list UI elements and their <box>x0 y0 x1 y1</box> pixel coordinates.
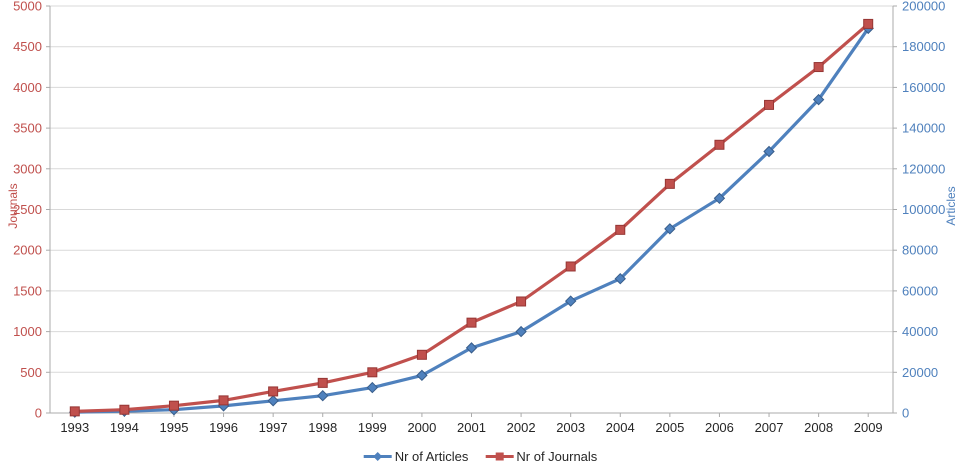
x-tick-label: 1993 <box>60 420 89 435</box>
x-tick-label: 1995 <box>160 420 189 435</box>
marker-journals <box>664 178 675 189</box>
x-tick-label: 1997 <box>259 420 288 435</box>
x-tick-label: 2001 <box>457 420 486 435</box>
right-tick-label: 40000 <box>902 324 938 339</box>
marker-journals <box>268 386 279 397</box>
marker-journals <box>317 377 328 388</box>
x-tick-label: 2008 <box>804 420 833 435</box>
marker-journals <box>218 395 229 406</box>
marker-journals <box>565 261 576 272</box>
left-tick-label: 0 <box>35 406 42 421</box>
marker-articles <box>267 395 279 407</box>
right-tick-label: 60000 <box>902 283 938 298</box>
left-tick-label: 500 <box>20 365 42 380</box>
right-tick-label: 80000 <box>902 243 938 258</box>
marker-journals <box>615 224 626 235</box>
marker-journals <box>714 139 725 150</box>
right-tick-label: 180000 <box>902 39 945 54</box>
left-tick-label: 3500 <box>13 121 42 136</box>
left-tick-label: 4000 <box>13 80 42 95</box>
marker-journals <box>168 400 179 411</box>
right-tick-label: 100000 <box>902 202 945 217</box>
x-tick-label: 1994 <box>110 420 139 435</box>
marker-journals <box>466 317 477 328</box>
series-line-articles <box>73 26 870 414</box>
marker-journals <box>516 296 527 307</box>
right-tick-label: 0 <box>902 406 909 421</box>
left-tick-label: 2500 <box>13 202 42 217</box>
right-tick-label: 160000 <box>902 80 945 95</box>
marker-articles <box>614 272 626 285</box>
right-tick-label: 120000 <box>902 161 945 176</box>
marker-articles <box>317 389 329 402</box>
marker-articles <box>713 192 726 205</box>
legend-label-articles: Nr of Articles <box>394 449 469 464</box>
left-tick-label: 3000 <box>13 161 42 176</box>
marker-journals <box>119 404 130 415</box>
journals-line-square-icon <box>484 451 514 462</box>
x-tick-label: 2002 <box>507 420 536 435</box>
marker-articles <box>564 295 577 307</box>
marker-journals <box>813 62 824 73</box>
x-tick-label: 2000 <box>407 420 436 435</box>
legend: Nr of Articles Nr of Journals <box>363 449 597 464</box>
articles-line-diamond-icon <box>363 451 393 462</box>
x-tick-label: 1998 <box>308 420 337 435</box>
marker-journals <box>764 99 775 110</box>
right-tick-label: 20000 <box>902 365 938 380</box>
marker-journals <box>367 367 378 378</box>
left-tick-label: 4500 <box>13 39 42 54</box>
left-tick-label: 1500 <box>13 283 42 298</box>
legend-label-journals: Nr of Journals <box>516 449 598 464</box>
marker-journals <box>69 406 80 417</box>
marker-articles <box>465 342 478 354</box>
marker-articles <box>366 381 379 394</box>
legend-item-articles: Nr of Articles <box>363 449 469 464</box>
right-tick-label: 200000 <box>902 0 945 14</box>
x-tick-label: 2004 <box>606 420 635 435</box>
x-tick-label: 2007 <box>755 420 784 435</box>
left-tick-label: 5000 <box>13 0 42 14</box>
marker-articles <box>763 145 775 158</box>
legend-item-journals: Nr of Journals <box>484 449 597 464</box>
x-tick-label: 2003 <box>556 420 585 435</box>
left-tick-label: 2000 <box>13 243 42 258</box>
marker-articles <box>416 369 428 382</box>
x-tick-label: 2006 <box>705 420 734 435</box>
left-tick-label: 1000 <box>13 324 42 339</box>
right-tick-label: 140000 <box>902 121 945 136</box>
marker-journals <box>863 18 874 29</box>
marker-journals <box>416 349 427 360</box>
marker-articles <box>812 93 825 106</box>
x-tick-label: 2005 <box>655 420 684 435</box>
marker-articles <box>664 223 676 235</box>
marker-articles <box>515 325 527 338</box>
x-tick-label: 1996 <box>209 420 238 435</box>
x-tick-label: 1999 <box>358 420 387 435</box>
x-tick-label: 2009 <box>854 420 883 435</box>
